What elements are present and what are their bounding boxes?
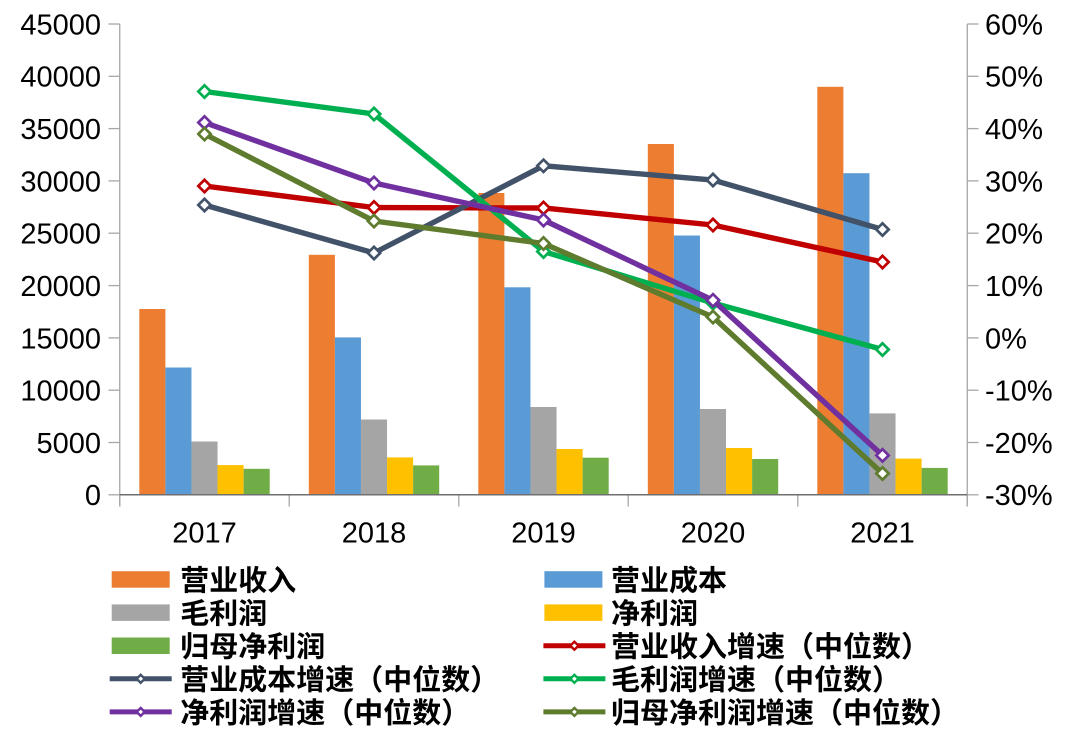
svg-text:40000: 40000	[20, 62, 101, 94]
svg-text:30000: 30000	[20, 166, 101, 198]
svg-text:2019: 2019	[511, 518, 576, 550]
svg-text:45000: 45000	[20, 9, 101, 41]
svg-text:10000: 10000	[20, 376, 101, 408]
svg-text:35000: 35000	[20, 114, 101, 146]
svg-text:0: 0	[85, 480, 101, 512]
svg-text:2018: 2018	[342, 518, 407, 550]
svg-text:2017: 2017	[172, 518, 237, 550]
svg-text:0%: 0%	[985, 323, 1027, 355]
svg-text:2021: 2021	[850, 518, 915, 550]
svg-text:10%: 10%	[985, 271, 1043, 303]
svg-text:20%: 20%	[985, 219, 1043, 251]
svg-text:30%: 30%	[985, 166, 1043, 198]
svg-text:20000: 20000	[20, 271, 101, 303]
svg-text:-10%: -10%	[985, 376, 1053, 408]
svg-text:50%: 50%	[985, 62, 1043, 94]
svg-text:2020: 2020	[681, 518, 746, 550]
svg-text:40%: 40%	[985, 114, 1043, 146]
svg-text:-30%: -30%	[985, 480, 1053, 512]
svg-text:60%: 60%	[985, 9, 1043, 41]
svg-text:5000: 5000	[36, 428, 101, 460]
svg-text:25000: 25000	[20, 219, 101, 251]
svg-text:-20%: -20%	[985, 428, 1053, 460]
svg-text:15000: 15000	[20, 323, 101, 355]
